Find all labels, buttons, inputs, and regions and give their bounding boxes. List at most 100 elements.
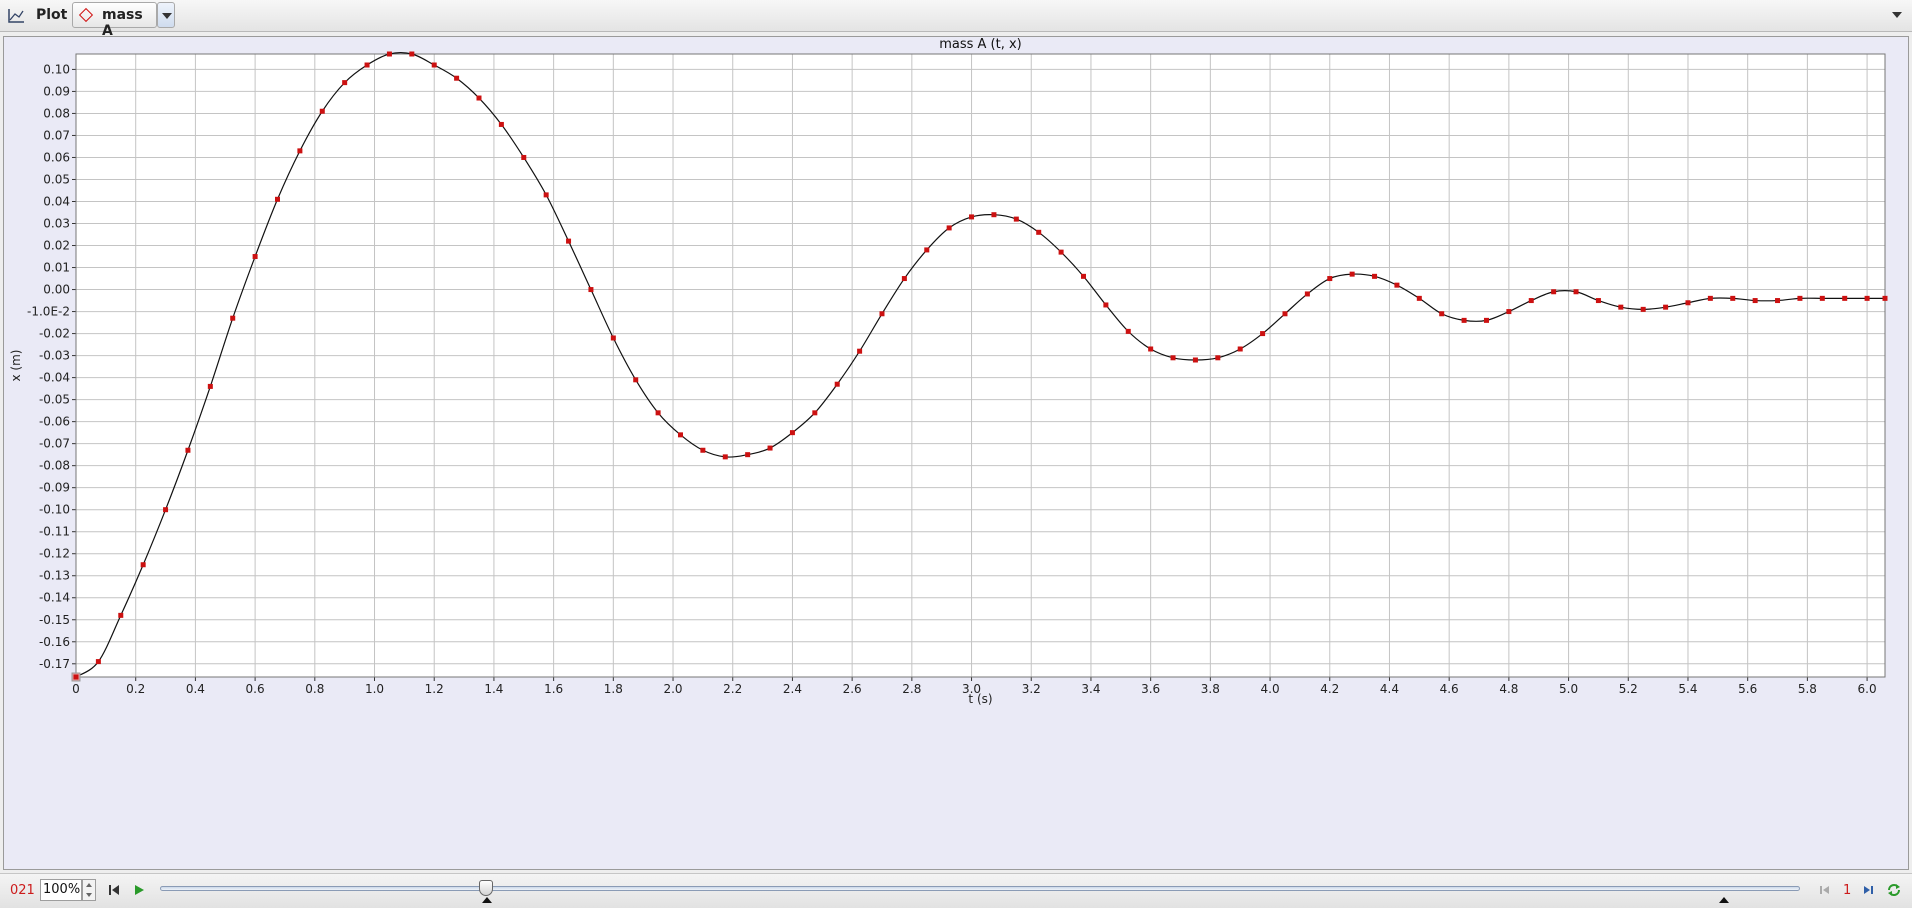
end-marker[interactable] bbox=[1719, 897, 1729, 903]
data-point bbox=[73, 674, 79, 680]
spin-down-icon[interactable] bbox=[86, 893, 92, 897]
diamond-icon bbox=[78, 7, 94, 23]
data-point bbox=[1842, 295, 1848, 301]
y-tick-label: -0.09 bbox=[39, 481, 70, 495]
data-point bbox=[454, 75, 460, 81]
chevron-down-icon[interactable] bbox=[1892, 12, 1902, 18]
data-point bbox=[834, 381, 840, 387]
data-point bbox=[252, 254, 258, 260]
data-point bbox=[1327, 276, 1333, 282]
start-marker[interactable] bbox=[482, 897, 492, 903]
data-point bbox=[722, 454, 728, 460]
data-point bbox=[1103, 302, 1109, 308]
x-tick-label: 4.2 bbox=[1320, 682, 1339, 696]
data-point bbox=[1372, 273, 1378, 279]
y-tick-label: -1.0E-2 bbox=[27, 305, 70, 319]
x-tick-label: 2.6 bbox=[843, 682, 862, 696]
data-point bbox=[409, 51, 415, 57]
data-point bbox=[1640, 306, 1646, 312]
data-point bbox=[1260, 331, 1266, 337]
data-point bbox=[1170, 355, 1176, 361]
data-point bbox=[1528, 298, 1534, 304]
time-slider-thumb[interactable] bbox=[479, 880, 493, 896]
player-bar: 021 100% 1 bbox=[0, 873, 1912, 908]
y-tick-label: -0.14 bbox=[39, 591, 70, 605]
data-point bbox=[1618, 304, 1624, 310]
data-point bbox=[969, 214, 975, 220]
x-tick-label: 5.2 bbox=[1619, 682, 1638, 696]
data-point bbox=[812, 410, 818, 416]
data-point bbox=[1506, 309, 1512, 315]
data-point bbox=[767, 445, 773, 451]
time-slider[interactable] bbox=[160, 886, 1800, 891]
x-tick-label: 1.0 bbox=[365, 682, 384, 696]
data-point bbox=[140, 562, 146, 568]
x-tick-label: 2.0 bbox=[663, 682, 682, 696]
data-point bbox=[274, 196, 280, 202]
x-tick-label: 0.4 bbox=[186, 682, 205, 696]
spin-up-icon[interactable] bbox=[86, 883, 92, 887]
data-point bbox=[476, 95, 482, 101]
data-point bbox=[1148, 346, 1154, 352]
tab-dropdown-button[interactable] bbox=[157, 2, 175, 28]
data-point bbox=[342, 80, 348, 86]
data-point bbox=[543, 192, 549, 198]
tab-label: mass A bbox=[102, 7, 143, 39]
data-point bbox=[1080, 273, 1086, 279]
data-point bbox=[1797, 295, 1803, 301]
step-forward-button[interactable] bbox=[1860, 882, 1876, 898]
tab-mass-a[interactable]: mass A bbox=[72, 2, 157, 39]
data-point bbox=[1058, 249, 1064, 255]
data-point bbox=[1864, 295, 1870, 301]
x-tick-label: 0.6 bbox=[246, 682, 265, 696]
data-point bbox=[1819, 295, 1825, 301]
x-tick-label: 0.2 bbox=[126, 682, 145, 696]
zoom-field[interactable]: 100% bbox=[40, 879, 82, 901]
data-point bbox=[498, 121, 504, 127]
loop-button[interactable] bbox=[1886, 882, 1902, 898]
data-point bbox=[1192, 357, 1198, 363]
y-tick-label: -0.12 bbox=[39, 547, 70, 561]
play-button[interactable] bbox=[131, 882, 147, 898]
x-tick-label: 1.2 bbox=[425, 682, 444, 696]
y-tick-label: -0.16 bbox=[39, 635, 70, 649]
zoom-spinner[interactable] bbox=[82, 879, 96, 901]
data-point bbox=[1304, 291, 1310, 297]
step-back-button[interactable] bbox=[1817, 882, 1833, 898]
y-tick-label: -0.02 bbox=[39, 327, 70, 341]
data-point bbox=[1215, 355, 1221, 361]
data-point bbox=[745, 452, 751, 458]
data-point bbox=[610, 335, 616, 341]
x-tick-label: 0 bbox=[72, 682, 80, 696]
x-tick-label: 5.4 bbox=[1678, 682, 1697, 696]
chart-title: mass A (t, x) bbox=[939, 37, 1022, 52]
y-tick-label: 0.01 bbox=[43, 261, 70, 275]
x-tick-label: 1.6 bbox=[544, 682, 563, 696]
step-size: 1 bbox=[1843, 883, 1852, 898]
toolbar: Plot mass A bbox=[0, 0, 1912, 39]
y-tick-label: -0.10 bbox=[39, 503, 70, 517]
y-tick-label: -0.13 bbox=[39, 569, 70, 583]
y-tick-label: 0.07 bbox=[43, 128, 70, 142]
data-point bbox=[319, 108, 325, 114]
x-tick-label: 2.4 bbox=[783, 682, 802, 696]
y-axis-label: x (m) bbox=[9, 350, 23, 382]
data-point bbox=[185, 447, 191, 453]
x-tick-label: 1.4 bbox=[484, 682, 503, 696]
plot-panel: 0 0.2 0.4 0.6 0.8 1.0 1.2 1.4 1.6 1.8 2.0 2.2 2.4 2.6… bbox=[3, 36, 1909, 870]
y-tick-label: 0.08 bbox=[43, 106, 70, 120]
y-tick-label: -0.17 bbox=[39, 657, 70, 671]
data-point bbox=[364, 62, 370, 68]
reset-button[interactable] bbox=[106, 882, 122, 898]
data-point bbox=[1349, 271, 1355, 277]
x-tick-label: 0.8 bbox=[305, 682, 324, 696]
data-point bbox=[1013, 216, 1019, 222]
data-point bbox=[1439, 311, 1445, 317]
data-point bbox=[1551, 289, 1557, 295]
y-tick-label: -0.15 bbox=[39, 613, 70, 627]
data-point bbox=[95, 659, 101, 665]
plot-icon bbox=[8, 9, 24, 23]
y-tick-label: 0.04 bbox=[43, 194, 70, 208]
data-point bbox=[566, 238, 572, 244]
x-tick-label: 3.0 bbox=[962, 682, 981, 696]
